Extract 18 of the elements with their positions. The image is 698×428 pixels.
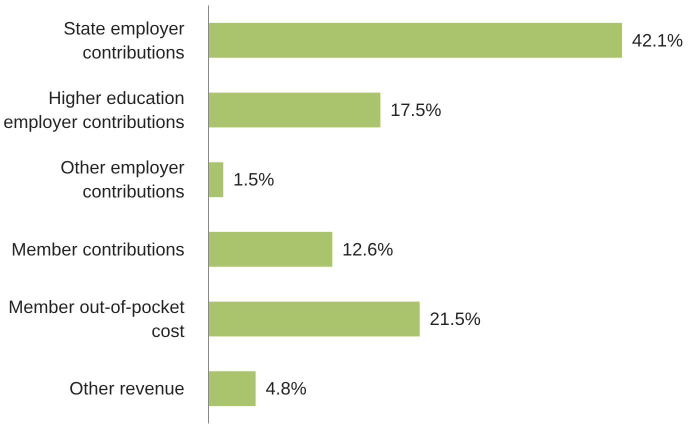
bar xyxy=(208,162,224,198)
data-label: 12.6% xyxy=(342,239,394,260)
y-tick-label: Other revenue xyxy=(69,378,185,399)
y-tick-label: Member contributions xyxy=(11,239,185,260)
data-label: 21.5% xyxy=(430,309,481,329)
y-tick-label: Other employer contributions xyxy=(60,158,185,202)
bar xyxy=(208,302,420,336)
data-label: 42.1% xyxy=(632,30,684,50)
bar xyxy=(208,232,332,267)
data-label: 4.8% xyxy=(266,378,307,399)
bar xyxy=(208,92,380,128)
data-label: 1.5% xyxy=(233,170,274,190)
y-tick-label: State employer contributions xyxy=(63,18,185,62)
bar xyxy=(208,22,622,58)
bar xyxy=(208,371,256,406)
y-tick-label: Higher education employer contributions xyxy=(3,88,185,132)
y-tick-label: Member out-of-pocket cost xyxy=(8,297,185,341)
data-label: 17.5% xyxy=(390,100,442,120)
